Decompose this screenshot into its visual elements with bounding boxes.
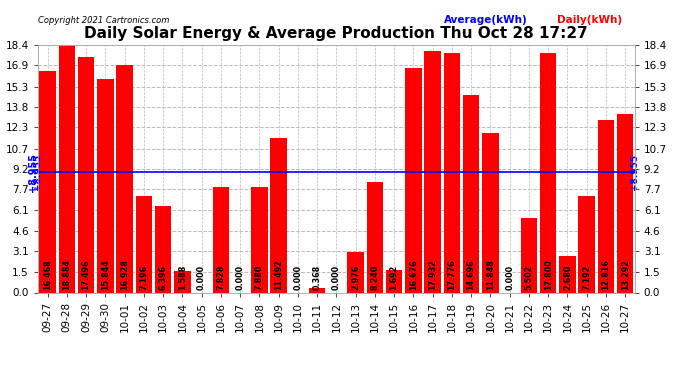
- Text: Daily(kWh): Daily(kWh): [558, 15, 622, 25]
- Bar: [97, 80, 114, 292]
- Text: 13.292: 13.292: [621, 260, 630, 291]
- Text: 7.196: 7.196: [139, 266, 148, 291]
- Bar: [482, 133, 499, 292]
- Text: 0.000: 0.000: [293, 266, 302, 291]
- Text: 15.844: 15.844: [101, 260, 110, 291]
- Bar: [251, 186, 268, 292]
- Bar: [270, 138, 287, 292]
- Text: 5.502: 5.502: [524, 265, 533, 291]
- Text: 0.000: 0.000: [332, 266, 341, 291]
- Text: +8.955: +8.955: [28, 153, 38, 192]
- Text: 1.588: 1.588: [178, 265, 187, 291]
- Text: 7.192: 7.192: [582, 265, 591, 291]
- Text: 17.932: 17.932: [428, 260, 437, 291]
- Text: 17.776: 17.776: [447, 260, 456, 291]
- Text: 17.800: 17.800: [544, 260, 553, 291]
- Text: 8.240: 8.240: [371, 265, 380, 291]
- Text: 14.696: 14.696: [466, 260, 475, 291]
- Bar: [405, 68, 422, 292]
- Bar: [598, 120, 614, 292]
- Bar: [559, 256, 575, 292]
- Bar: [136, 196, 152, 292]
- Bar: [155, 207, 171, 292]
- Text: 0.000: 0.000: [235, 266, 245, 291]
- Bar: [521, 219, 537, 292]
- Bar: [540, 53, 556, 292]
- Text: 0.368: 0.368: [313, 265, 322, 291]
- Text: 17.496: 17.496: [81, 260, 90, 291]
- Bar: [39, 71, 56, 292]
- Bar: [424, 51, 441, 292]
- Bar: [213, 187, 229, 292]
- Text: 7.880: 7.880: [255, 265, 264, 291]
- Text: Average(kWh): Average(kWh): [444, 15, 528, 25]
- Text: 18.884: 18.884: [62, 260, 71, 291]
- Bar: [78, 57, 95, 292]
- Bar: [444, 53, 460, 292]
- Bar: [348, 252, 364, 292]
- Text: 2.680: 2.680: [563, 265, 572, 291]
- Bar: [309, 288, 325, 292]
- Bar: [59, 39, 75, 292]
- Text: 16.676: 16.676: [409, 260, 418, 291]
- Text: Copyright 2021 Cartronics.com: Copyright 2021 Cartronics.com: [38, 16, 169, 25]
- Bar: [366, 182, 383, 292]
- Text: +8.955: +8.955: [630, 154, 640, 190]
- Bar: [386, 270, 402, 292]
- Bar: [117, 65, 132, 292]
- Text: 11.492: 11.492: [274, 260, 283, 291]
- Text: 6.396: 6.396: [159, 266, 168, 291]
- Text: 0.000: 0.000: [505, 266, 514, 291]
- Bar: [463, 95, 480, 292]
- Bar: [174, 271, 190, 292]
- Bar: [578, 196, 595, 292]
- Title: Daily Solar Energy & Average Production Thu Oct 28 17:27: Daily Solar Energy & Average Production …: [84, 26, 589, 41]
- Text: 16.468: 16.468: [43, 260, 52, 291]
- Text: +8.955: +8.955: [33, 154, 43, 190]
- Bar: [617, 114, 633, 292]
- Text: 12.816: 12.816: [602, 260, 611, 291]
- Text: 11.848: 11.848: [486, 260, 495, 291]
- Text: 1.692: 1.692: [390, 265, 399, 291]
- Text: 2.976: 2.976: [351, 265, 360, 291]
- Text: 7.828: 7.828: [217, 265, 226, 291]
- Text: 0.000: 0.000: [197, 266, 206, 291]
- Text: 16.928: 16.928: [120, 260, 129, 291]
